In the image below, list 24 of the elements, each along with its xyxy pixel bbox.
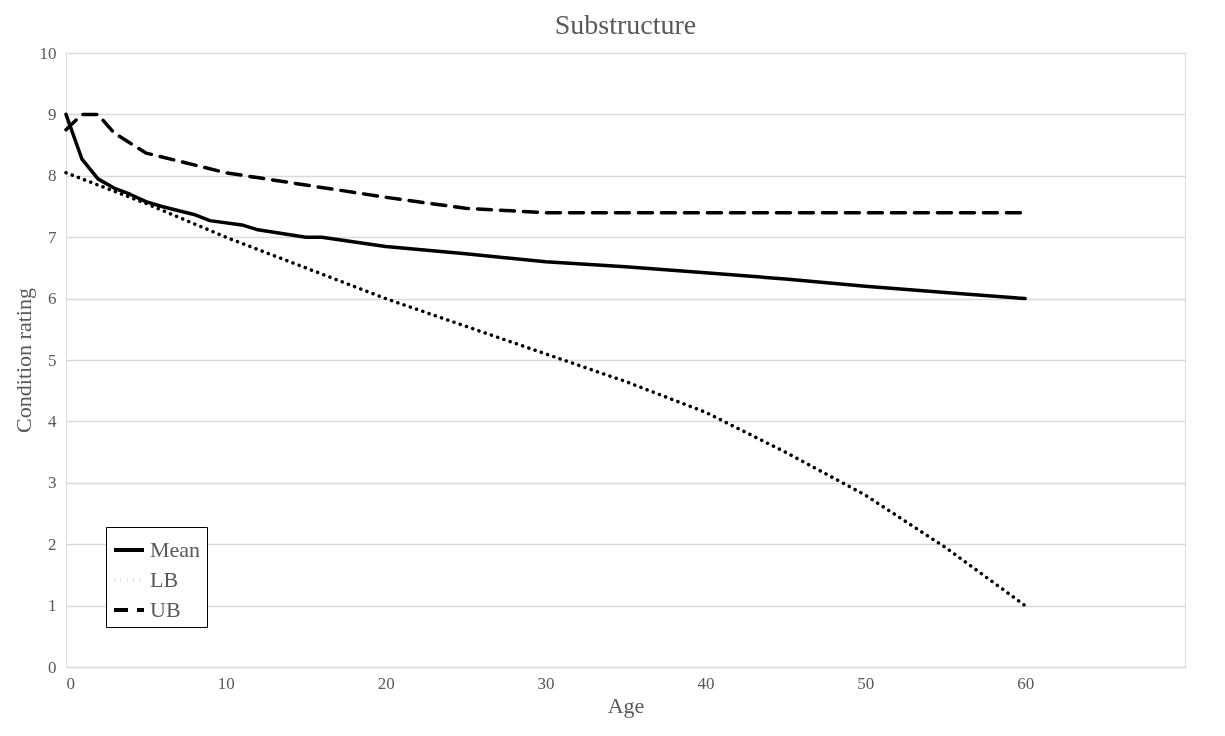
y-axis-title: Condition rating [10, 288, 36, 433]
x-tick-label: 30 [537, 673, 555, 693]
x-tick-label: 10 [217, 673, 235, 693]
y-tick-label: 0 [48, 657, 57, 677]
legend-label: Mean [150, 537, 201, 562]
chart-title: Substructure [554, 9, 697, 40]
y-tick-label: 10 [39, 43, 57, 63]
legend-label: UB [150, 597, 181, 622]
y-tick-label: 8 [48, 166, 57, 186]
y-tick-label: 1 [48, 596, 57, 616]
y-tick-label: 7 [48, 227, 57, 247]
y-tick-label: 2 [48, 534, 57, 554]
legend-label: LB [150, 567, 179, 592]
x-tick-label: 60 [1017, 673, 1035, 693]
y-tick-label: 9 [48, 104, 57, 124]
x-tick-label: 20 [377, 673, 395, 693]
y-tick-label: 4 [48, 411, 57, 431]
y-tick-label: 5 [48, 350, 57, 370]
y-tick-label: 3 [48, 473, 57, 493]
x-tick-label: 0 [66, 673, 75, 693]
x-axis-title: Age [607, 692, 645, 718]
x-tick-label: 40 [697, 673, 715, 693]
y-tick-label: 6 [48, 289, 57, 309]
x-tick-label: 50 [857, 673, 875, 693]
